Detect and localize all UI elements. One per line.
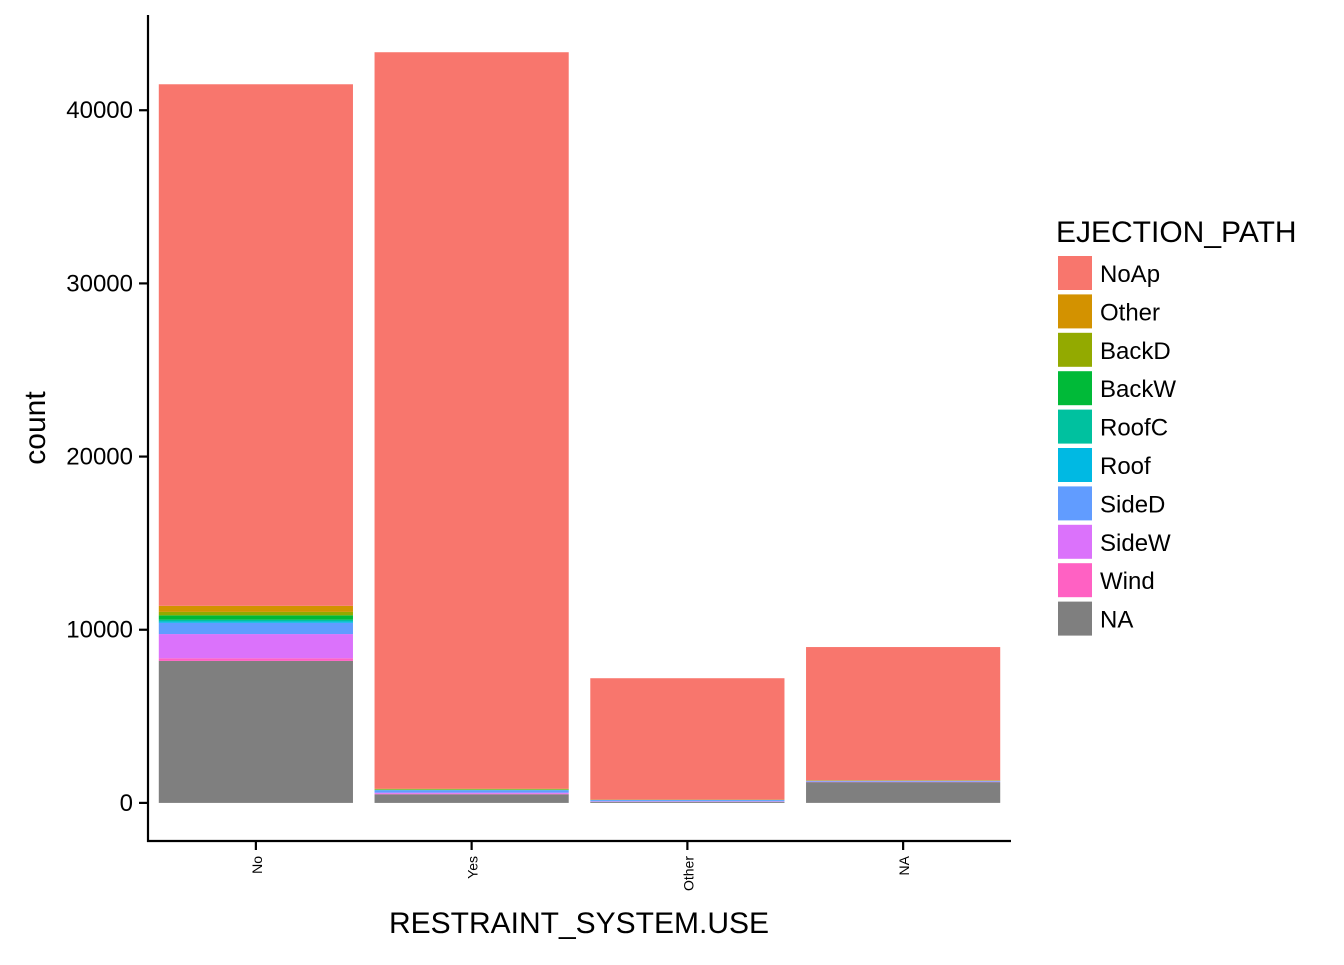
bar-other-na [590, 802, 784, 803]
bar-no-na [159, 661, 353, 803]
x-tick-label-other: Other [680, 856, 696, 891]
bar-no-roofc [159, 620, 353, 622]
bar-yes-sided [375, 790, 569, 792]
bar-yes-other [375, 789, 569, 790]
bar-no-other [159, 606, 353, 612]
bar-no-roof [159, 621, 353, 622]
legend-key-other [1058, 294, 1092, 328]
legend-key-backw [1058, 371, 1092, 405]
legend-label-roof: Roof [1100, 453, 1151, 480]
bar-other-sided [590, 800, 784, 801]
bar-na-sided [806, 781, 1000, 782]
legend-key-backd [1058, 333, 1092, 367]
bar-no-noap [159, 84, 353, 606]
bar-other-noap [590, 678, 784, 799]
bar-na-na [806, 782, 1000, 803]
x-axis-title: RESTRAINT_SYSTEM.USE [389, 907, 769, 940]
bar-no-sided [159, 623, 353, 634]
legend-label-sided: SideD [1100, 491, 1165, 518]
legend-label-roofc: RoofC [1100, 415, 1168, 442]
x-ticks-layer: No Yes Other NA [249, 841, 912, 891]
legend-label-backw: BackW [1100, 376, 1176, 403]
legend-label-sidew: SideW [1100, 530, 1171, 557]
y-ticks-layer: 0 10000 20000 30000 40000 [66, 97, 148, 817]
bar-no-backd [159, 612, 353, 615]
legend-key-wind [1058, 563, 1092, 597]
legend-key-sidew [1058, 525, 1092, 559]
x-tick-label-yes: Yes [465, 856, 481, 879]
legend-label-backd: BackD [1100, 338, 1171, 365]
legend-title: EJECTION_PATH [1056, 216, 1297, 249]
bar-yes-wind [375, 794, 569, 795]
legend-label-noap: NoAp [1100, 261, 1160, 288]
legend: EJECTION_PATH NoAp Other BackD BackW RoofC Ro… [1056, 216, 1297, 636]
bar-yes-na [375, 794, 569, 803]
legend-key-roof [1058, 448, 1092, 482]
legend-key-noap [1058, 256, 1092, 290]
bar-no-wind [159, 658, 353, 661]
x-tick-label-no: No [249, 856, 265, 874]
y-axis-title: count [19, 391, 52, 465]
legend-key-sided [1058, 486, 1092, 520]
legend-label-na: NA [1100, 607, 1133, 634]
legend-key-roofc [1058, 410, 1092, 444]
legend-items: NoAp Other BackD BackW RoofC Roof SideD SideW Wi… [1058, 256, 1176, 636]
y-tick-label-40000: 40000 [66, 97, 133, 124]
bar-no-backw [159, 615, 353, 619]
bar-yes-noap [375, 52, 569, 788]
bar-yes-sidew [375, 793, 569, 794]
bars-layer [159, 52, 1000, 803]
y-tick-label-30000: 30000 [66, 270, 133, 297]
legend-label-other: Other [1100, 299, 1160, 326]
x-tick-label-na: NA [896, 855, 912, 875]
legend-key-na [1058, 602, 1092, 636]
bar-no-sidew [159, 634, 353, 658]
y-tick-label-10000: 10000 [66, 617, 133, 644]
y-tick-label-20000: 20000 [66, 444, 133, 471]
y-tick-label-0: 0 [120, 790, 133, 817]
legend-label-wind: Wind [1100, 568, 1155, 595]
bar-na-noap [806, 647, 1000, 780]
